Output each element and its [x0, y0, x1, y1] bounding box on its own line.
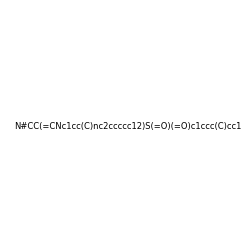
Text: N#CC(=CNc1cc(C)nc2ccccc12)S(=O)(=O)c1ccc(C)cc1: N#CC(=CNc1cc(C)nc2ccccc12)S(=O)(=O)c1ccc…: [14, 122, 242, 131]
